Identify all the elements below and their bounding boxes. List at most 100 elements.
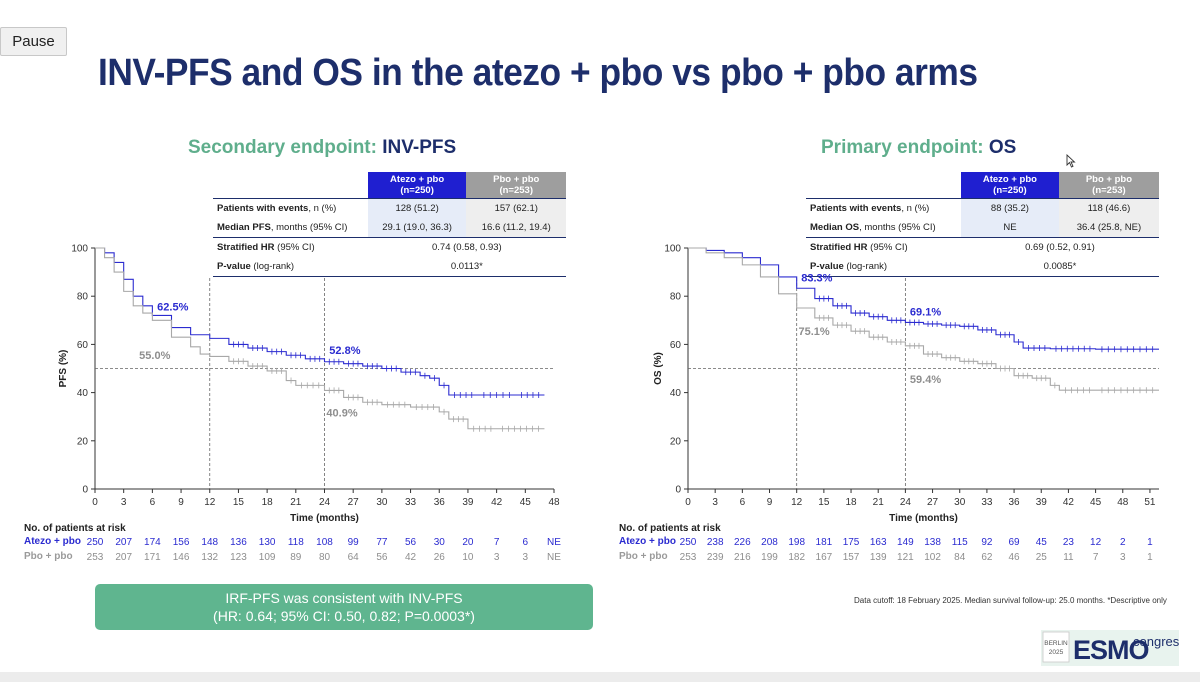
right-r1-c2: 118 (46.6) [1058, 197, 1159, 218]
left-endpoint-value: INV-PFS [382, 137, 457, 158]
right-r1-suffix: , n (%) [901, 202, 930, 214]
pfs-landmark-label: 62.5% [157, 302, 188, 314]
slide-title: INV-PFS and OS in the atezo + pbo vs pbo… [98, 52, 978, 94]
os-x-tick-label: 27 [927, 497, 939, 508]
pfs-risk-pbo-value: 26 [434, 552, 446, 563]
irf-pfs-note-line2: (HR: 0.64; 95% CI: 0.50, 0.82; P=0.0003*… [213, 608, 475, 624]
os-risk-atezo-value: 69 [1009, 537, 1021, 548]
logo-brand: ESMO [1073, 635, 1149, 665]
pfs-x-tick-label: 15 [233, 497, 245, 508]
os-x-tick-label: 18 [845, 497, 857, 508]
pfs-risk-atezo-value: 99 [348, 537, 360, 548]
pfs-x-tick-label: 33 [405, 497, 417, 508]
os-risk-pbo-value: 62 [981, 552, 993, 563]
os-risk-atezo-value: 208 [761, 537, 778, 548]
pfs-risk-atezo-value: 30 [434, 537, 446, 548]
os-risk-pbo-value: 216 [734, 552, 751, 563]
right-r1-label: Patients with events [810, 202, 902, 214]
os-risk-atezo-value: 2 [1120, 537, 1126, 548]
pfs-x-tick-label: 42 [491, 497, 503, 508]
pfs-x-tick-label: 48 [548, 497, 560, 508]
pfs-x-tick-label: 45 [520, 497, 532, 508]
logo-suffix: congress [1133, 634, 1179, 649]
pfs-risk-atezo-value: 130 [259, 537, 276, 548]
pfs-risk-pbo-value: 146 [173, 552, 190, 563]
pfs-y-tick-label: 60 [77, 340, 89, 351]
pfs-risk-pbo-value: 171 [144, 552, 161, 563]
os-risk-atezo-value: 45 [1036, 537, 1048, 548]
pfs-risk-atezo-value: 7 [494, 537, 500, 548]
left-col1-name: Atezo + pbo [390, 173, 445, 185]
left-r1-label: Patients with events [217, 202, 309, 214]
pfs-risk-atezo-value: 118 [288, 537, 304, 548]
right-r3-value: 0.69 (0.52, 0.91) [960, 236, 1159, 257]
pfs-risk-pbo-value: 253 [87, 552, 104, 563]
right-risk-arm1-label: Atezo + pbo [619, 536, 676, 547]
left-r4-value: 0.0113* [367, 256, 566, 277]
data-cutoff-footnote: Data cutoff: 18 February 2025. Median su… [854, 596, 1167, 605]
pfs-x-tick-label: 39 [462, 497, 474, 508]
right-r2-suffix: , months (95% CI) [859, 221, 936, 233]
left-r3-suffix: (95% CI) [274, 241, 315, 253]
left-endpoint-label: Secondary endpoint: [188, 137, 377, 158]
right-col1-name: Atezo + pbo [982, 173, 1037, 185]
os-x-tick-label: 0 [685, 497, 691, 508]
pause-button[interactable]: Pause [0, 27, 67, 56]
os-landmark-label: 75.1% [799, 326, 830, 338]
pfs-risk-atezo-value: 207 [115, 537, 132, 548]
os-risk-atezo-value: 149 [897, 537, 914, 548]
pfs-y-tick-label: 100 [71, 244, 88, 255]
logo-city: BERLIN [1044, 640, 1068, 647]
os-risk-atezo-value: 198 [788, 537, 805, 548]
os-x-tick-label: 39 [1036, 497, 1048, 508]
left-r1-suffix: , n (%) [308, 202, 337, 214]
pfs-risk-atezo-value: 20 [462, 537, 474, 548]
os-risk-pbo-value: 239 [707, 552, 724, 563]
irf-pfs-note-line1: IRF-PFS was consistent with INV-PFS [225, 590, 463, 606]
os-risk-atezo-value: 181 [816, 537, 833, 548]
pfs-y-tick-label: 40 [77, 388, 89, 399]
pfs-x-tick-label: 24 [319, 497, 331, 508]
right-col2-n: (n=253) [1092, 184, 1126, 196]
pfs-x-tick-label: 12 [204, 497, 216, 508]
table-row: Patients with events, n (%) 128 (51.2) 1… [213, 197, 566, 218]
pfs-risk-pbo-value: 132 [201, 552, 218, 563]
os-y-tick-label: 100 [664, 244, 681, 255]
pfs-pbo-curve [95, 247, 545, 430]
os-risk-atezo-value: 226 [734, 537, 751, 548]
os-risk-pbo-value: 167 [816, 552, 833, 563]
os-risk-pbo-value: 199 [761, 552, 778, 563]
os-risk-atezo-value: 92 [981, 537, 993, 548]
os-atezo-curve [688, 247, 1159, 350]
os-risk-pbo-value: 139 [870, 552, 887, 563]
pfs-x-tick-label: 21 [290, 497, 302, 508]
pfs-x-axis-label: Time (months) [290, 513, 359, 524]
os-risk-atezo-value: 238 [707, 537, 724, 548]
pfs-x-tick-label: 30 [376, 497, 388, 508]
right-r4-suffix: (log-rank) [843, 260, 888, 272]
pfs-y-tick-label: 0 [82, 485, 88, 496]
os-risk-atezo-value: 12 [1090, 537, 1102, 548]
os-landmark-label: 59.4% [910, 374, 941, 386]
os-y-tick-label: 20 [670, 436, 682, 447]
os-risk-pbo-value: 3 [1120, 552, 1126, 563]
os-risk-atezo-value: 138 [924, 537, 941, 548]
left-col2-name: Pbo + pbo [493, 173, 540, 185]
os-x-tick-label: 30 [954, 497, 966, 508]
left-r1-c2: 157 (62.1) [466, 197, 566, 218]
pfs-risk-atezo-value: 250 [87, 537, 104, 548]
os-risk-atezo-value: 163 [870, 537, 887, 548]
os-risk-atezo-value: 250 [680, 537, 697, 548]
table-row: Stratified HR (95% CI) 0.74 (0.58, 0.93) [213, 236, 566, 257]
os-risk-pbo-value: 1 [1147, 552, 1153, 563]
pfs-x-tick-label: 9 [178, 497, 184, 508]
os-x-tick-label: 6 [740, 497, 746, 508]
os-x-tick-label: 9 [767, 497, 773, 508]
os-pbo-curve [688, 247, 1159, 391]
pfs-risk-pbo-value: 109 [259, 552, 276, 563]
pfs-risk-pbo-value: 80 [319, 552, 331, 563]
os-x-tick-label: 15 [818, 497, 830, 508]
pfs-x-tick-label: 3 [121, 497, 127, 508]
table-row: Median PFS, months (95% CI) 29.1 (19.0, … [213, 217, 566, 237]
